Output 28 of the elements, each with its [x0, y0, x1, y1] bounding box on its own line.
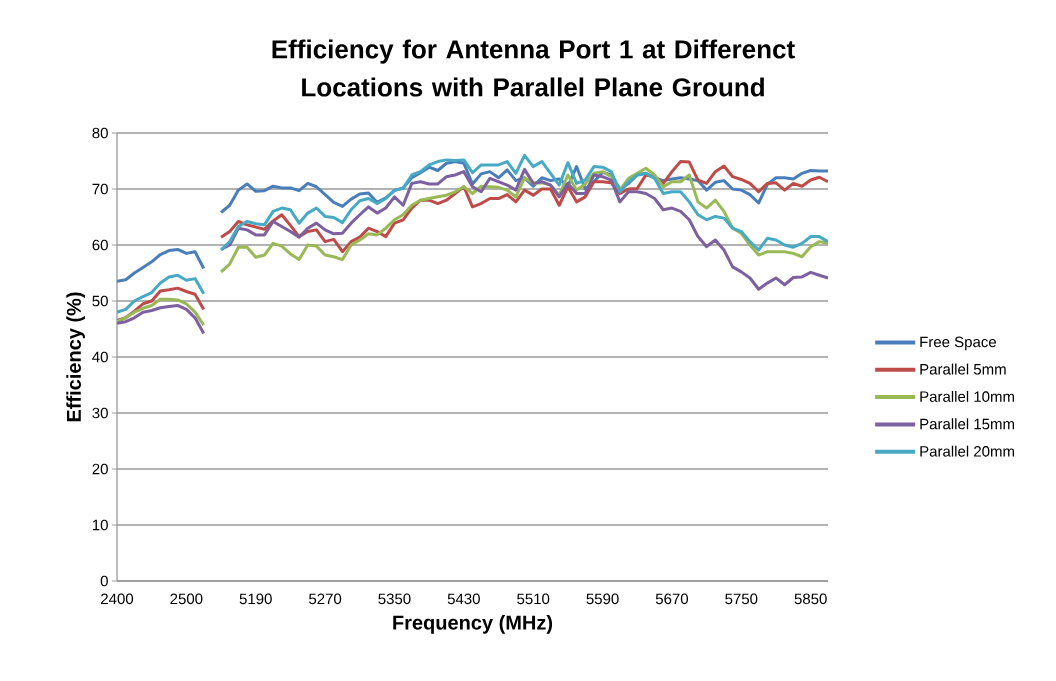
y-tick-label: 60: [92, 239, 108, 251]
x-tick-label: 5350: [378, 593, 411, 605]
x-tick-label: 5270: [309, 593, 342, 605]
y-tick-label: 0: [100, 575, 108, 587]
y-tick-label: 80: [92, 127, 108, 139]
y-tick-label: 20: [92, 463, 108, 475]
legend-label: Parallel 20mm: [920, 445, 1014, 457]
legend-label: Parallel 5mm: [920, 363, 1006, 375]
x-tick-label: 5430: [447, 593, 480, 605]
x-tick-label: 5190: [239, 593, 272, 605]
x-axis-title: Frequency (MHz): [393, 615, 553, 634]
y-tick-label: 70: [92, 183, 108, 195]
legend-label: Parallel 15mm: [920, 418, 1014, 430]
x-tick-label: 2400: [101, 593, 134, 605]
x-tick-label: 5590: [586, 593, 619, 605]
x-tick-label: 5510: [517, 593, 550, 605]
x-tick-label: 5750: [725, 593, 758, 605]
y-tick-label: 40: [92, 351, 108, 363]
x-tick-label: 5850: [794, 593, 827, 605]
y-tick-label: 10: [92, 519, 108, 531]
x-tick-label: 2500: [170, 593, 203, 605]
y-axis-title: Efficiency (%): [66, 292, 85, 422]
y-tick-label: 30: [92, 407, 108, 419]
chart-title: Efficiency for Antenna Port 1 at Differenct Locations with Parallel Plane Ground: [272, 39, 795, 97]
y-tick-label: 50: [92, 295, 108, 307]
legend-label: Parallel 10mm: [920, 390, 1014, 402]
x-tick-label: 5670: [655, 593, 689, 605]
legend-label: Free Space: [920, 336, 997, 351]
